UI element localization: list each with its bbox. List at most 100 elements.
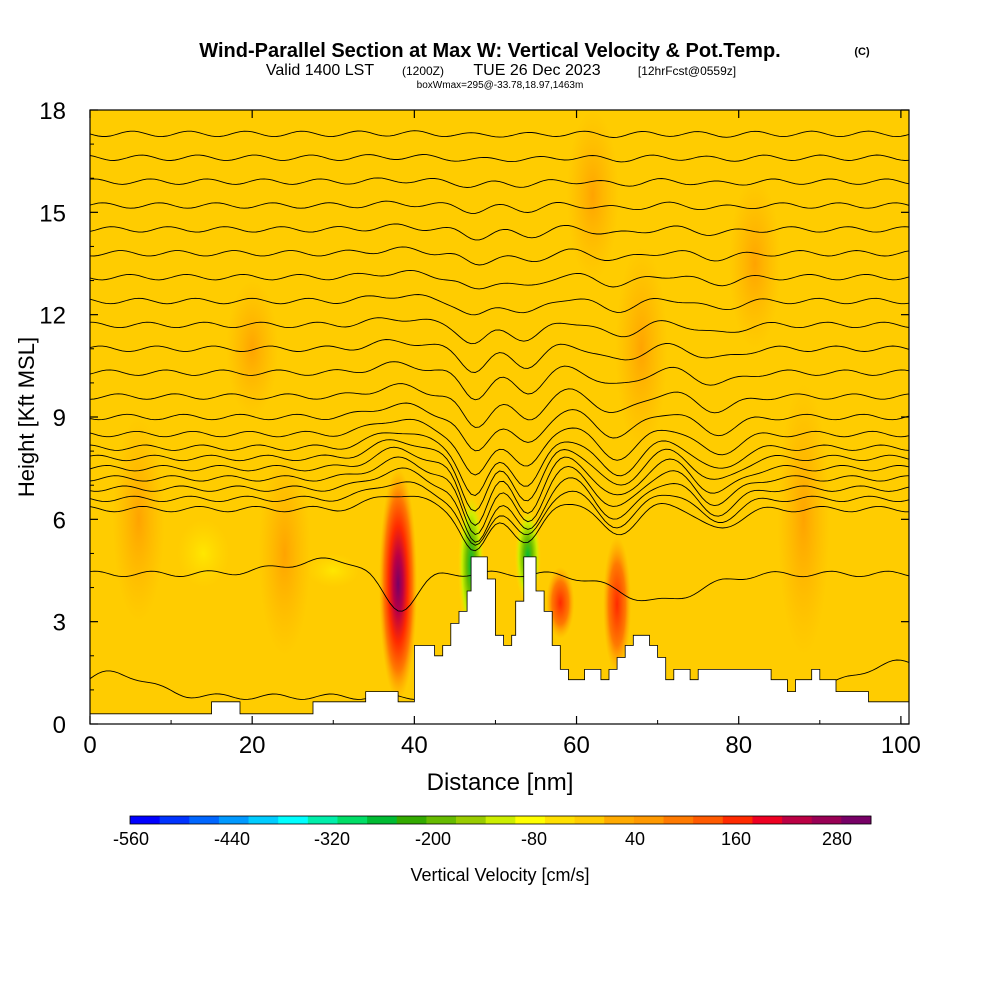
colorbar: -560 -440 -320 -200 -80 40 160 280 — [113, 815, 872, 849]
colorbar-tick-label: -560 — [113, 829, 149, 849]
colorbar-swatch — [604, 816, 635, 824]
velocity-band — [226, 280, 279, 417]
y-axis-label: Height [Kft MSL] — [14, 337, 39, 497]
colorbar-swatch — [218, 816, 249, 824]
y-tick-label: 3 — [53, 610, 66, 637]
colorbar-tick-label: -200 — [415, 829, 451, 849]
isentrope-line — [90, 361, 909, 401]
colorbar-swatch — [278, 816, 309, 824]
isentrope-line — [90, 446, 909, 526]
velocity-band — [615, 246, 668, 452]
isentrope-line — [90, 383, 909, 428]
colorbar-swatch — [485, 816, 516, 824]
x-tick-label: 40 — [401, 732, 428, 759]
valid-date: TUE 26 Dec 2023 — [473, 62, 600, 79]
colorbar-swatch — [307, 816, 338, 824]
colorbar-swatch — [159, 816, 190, 824]
isentrope-line — [90, 269, 909, 290]
forecast-info: [12hrFcst@0559z] — [638, 64, 736, 78]
colorbar-swatch — [782, 816, 813, 824]
colorbar-swatch — [811, 816, 842, 824]
y-tick-label: 0 — [53, 712, 66, 739]
y-tick-label: 9 — [53, 405, 66, 432]
colorbar-swatch — [426, 816, 457, 824]
isentrope-line — [90, 246, 909, 266]
colorbar-swatch — [663, 816, 694, 824]
x-tick-label: 100 — [881, 732, 921, 759]
y-tick-label: 6 — [53, 507, 66, 534]
isentrope-line — [90, 402, 909, 452]
isentrope-line — [90, 154, 909, 163]
isentrope-line — [90, 439, 909, 512]
x-tick-label: 80 — [725, 732, 752, 759]
isentrope-line — [90, 467, 909, 543]
colorbar-swatch — [633, 816, 664, 824]
x-tick-label: 0 — [83, 732, 96, 759]
x-axis-label: Distance [nm] — [427, 769, 574, 796]
isentrope-line — [90, 432, 909, 497]
isentrope-line — [90, 294, 909, 316]
isentrope-line — [90, 481, 909, 546]
y-axis: 0 3 6 9 12 15 18 — [39, 98, 909, 739]
copyright-mark: (C) — [854, 46, 870, 58]
colorbar-tick-label: -440 — [214, 829, 250, 849]
colorbar-swatch — [841, 816, 872, 824]
colorbar-swatch — [367, 816, 398, 824]
colorbar-swatch — [515, 816, 546, 824]
colorbar-label: Vertical Velocity [cm/s] — [410, 865, 589, 885]
colorbar-swatch — [544, 816, 575, 824]
x-tick-label: 60 — [563, 732, 590, 759]
isentrope-contours — [90, 130, 909, 700]
colorbar-swatch — [248, 816, 279, 824]
valid-zulu: (1200Z) — [402, 64, 444, 78]
colorbar-swatch — [574, 816, 605, 824]
velocity-band — [258, 451, 311, 656]
isentrope-line — [90, 223, 909, 241]
isentrope-line — [90, 177, 909, 188]
colorbar-swatch — [189, 816, 220, 824]
isentrope-line — [90, 130, 909, 138]
colorbar-swatch — [456, 816, 487, 824]
colorbar-swatch — [693, 816, 724, 824]
updraft-core — [379, 468, 418, 701]
terrain — [90, 556, 909, 724]
velocity-band — [177, 519, 230, 588]
velocity-band — [777, 382, 830, 656]
plot-area — [90, 110, 909, 724]
velocity-band — [307, 553, 360, 588]
isentrope-line — [90, 317, 909, 345]
isentrope-line — [90, 200, 909, 214]
isentrope-line — [90, 339, 909, 373]
colorbar-swatch — [130, 816, 161, 824]
y-tick-label: 18 — [39, 98, 66, 125]
colorbar-tick-label: 280 — [822, 829, 852, 849]
colorbar-swatch — [396, 816, 427, 824]
field-background — [90, 110, 909, 724]
colorbar-tick-label: -80 — [521, 829, 547, 849]
colorbar-tick-label: 160 — [721, 829, 751, 849]
isentrope-line — [90, 418, 909, 476]
velocity-band — [566, 110, 619, 281]
chart-title: Wind-Parallel Section at Max W: Vertical… — [199, 40, 780, 62]
colorbar-swatch — [722, 816, 753, 824]
y-tick-label: 12 — [39, 303, 66, 330]
box-wmax: boxWmax=295@-33.78,18.97,1463m — [417, 80, 584, 91]
isentrope-line — [90, 557, 909, 612]
velocity-band — [112, 416, 165, 622]
x-tick-label: 20 — [239, 732, 266, 759]
velocity-field — [112, 110, 830, 701]
colorbar-swatch — [337, 816, 368, 824]
y-tick-label: 15 — [39, 200, 66, 227]
isentrope-line — [90, 495, 909, 552]
updraft-core — [603, 536, 632, 673]
valid-time: Valid 1400 LST — [266, 62, 374, 79]
isentrope-line — [90, 456, 909, 536]
colorbar-swatch — [752, 816, 783, 824]
colorbar-tick-label: -320 — [314, 829, 350, 849]
colorbar-tick-label: 40 — [625, 829, 645, 849]
x-axis: 0 20 40 60 80 100 — [83, 110, 921, 759]
colorbar-frame — [129, 815, 872, 825]
updraft-core — [546, 567, 575, 639]
